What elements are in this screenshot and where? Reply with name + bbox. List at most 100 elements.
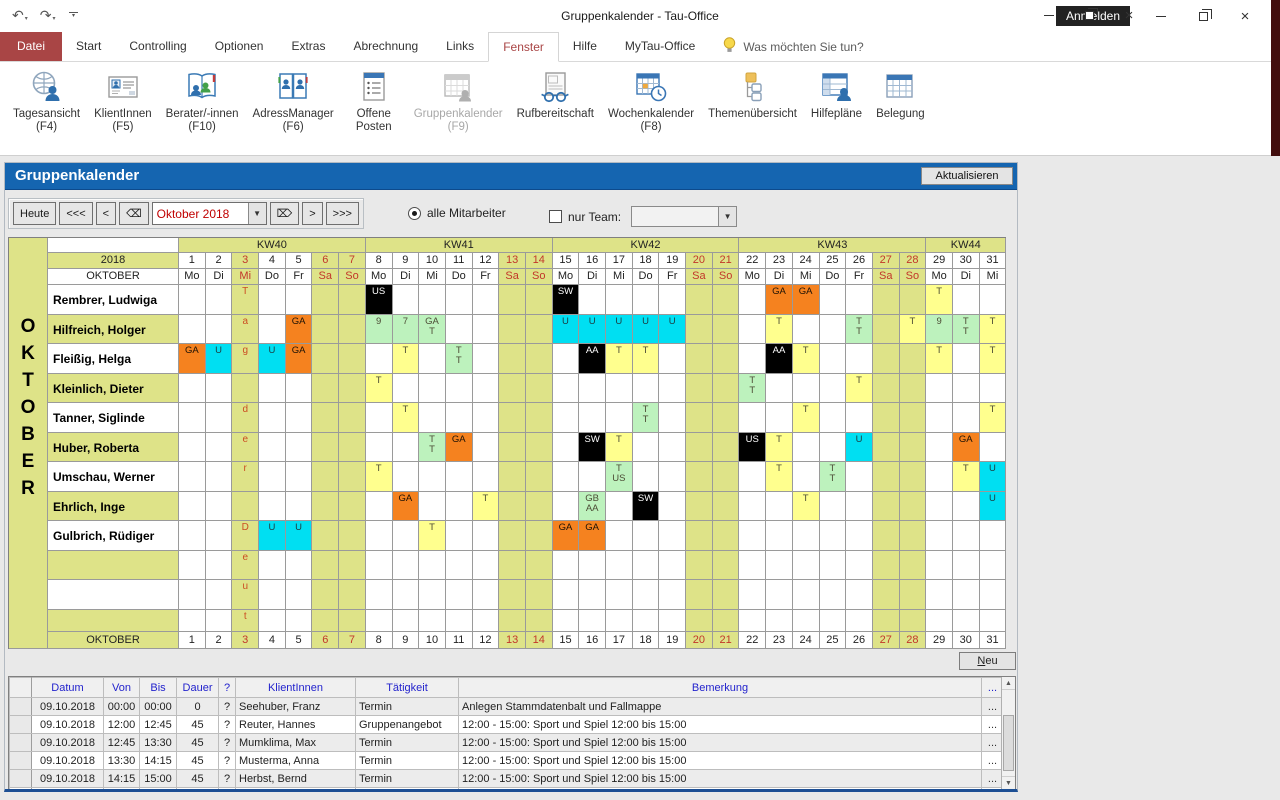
day-cell[interactable] xyxy=(872,462,900,492)
appointment-cell[interactable]: T US xyxy=(606,462,633,492)
day-cell[interactable] xyxy=(872,609,900,632)
day-cell[interactable] xyxy=(792,521,820,551)
day-cell[interactable] xyxy=(926,580,953,610)
appointment-cell[interactable]: GA xyxy=(285,344,313,374)
day-cell[interactable] xyxy=(179,521,206,551)
day-cell[interactable] xyxy=(979,609,1007,632)
appointment-cell[interactable]: T xyxy=(952,462,980,492)
appointment-cell[interactable]: SW xyxy=(579,432,606,462)
day-cell[interactable] xyxy=(979,373,1007,403)
ribbon-item-offene-posten[interactable]: Offene Posten xyxy=(341,65,407,135)
day-cell[interactable] xyxy=(659,462,687,492)
appointment-cell[interactable]: GA T xyxy=(419,314,446,344)
day-cell[interactable] xyxy=(499,314,526,344)
column-header-taetigkeit[interactable]: Tätigkeit xyxy=(355,677,459,698)
appointment-cell[interactable]: SW xyxy=(552,285,580,315)
day-cell[interactable] xyxy=(312,403,340,433)
day-cell[interactable] xyxy=(712,550,740,580)
day-cell[interactable] xyxy=(472,550,500,580)
day-cell[interactable] xyxy=(766,609,793,632)
appointment-cell[interactable]: GA xyxy=(392,491,420,521)
day-cell[interactable] xyxy=(952,373,980,403)
tab-extras[interactable]: Extras xyxy=(291,39,326,53)
appointment-cell[interactable]: T xyxy=(926,344,953,374)
day-cell[interactable] xyxy=(339,344,366,374)
day-cell[interactable] xyxy=(392,580,420,610)
day-cell[interactable] xyxy=(899,580,927,610)
day-cell[interactable] xyxy=(179,314,206,344)
appointment-cell[interactable]: U xyxy=(259,344,286,374)
appointment-cell[interactable]: T xyxy=(365,373,393,403)
day-cell[interactable] xyxy=(579,462,606,492)
day-cell[interactable] xyxy=(819,373,847,403)
day-cell[interactable] xyxy=(205,285,233,315)
tab-hilfe[interactable]: Hilfe xyxy=(572,39,597,53)
day-cell[interactable] xyxy=(525,403,553,433)
day-cell[interactable] xyxy=(686,373,713,403)
day-cell[interactable] xyxy=(552,550,580,580)
day-cell[interactable] xyxy=(686,432,713,462)
day-cell[interactable] xyxy=(819,521,847,551)
day-cell[interactable] xyxy=(525,344,553,374)
day-cell[interactable] xyxy=(872,491,900,521)
tab-controlling[interactable]: Controlling xyxy=(129,39,187,53)
day-cell[interactable] xyxy=(445,462,473,492)
appointment-cell[interactable]: U xyxy=(579,314,606,344)
appointment-cell[interactable]: U xyxy=(659,314,687,344)
day-cell[interactable] xyxy=(259,432,286,462)
redo-icon[interactable]: ↷ ▾ xyxy=(39,7,56,23)
appointment-cell[interactable]: U xyxy=(979,462,1007,492)
appointment-cell[interactable]: T xyxy=(792,491,820,521)
day-cell[interactable] xyxy=(792,432,820,462)
day-cell[interactable] xyxy=(419,462,446,492)
day-cell[interactable] xyxy=(872,550,900,580)
day-cell[interactable] xyxy=(472,462,500,492)
day-cell[interactable] xyxy=(472,432,500,462)
chevron-down-icon[interactable]: ▼ xyxy=(247,203,266,224)
day-cell[interactable] xyxy=(819,403,847,433)
day-cell[interactable] xyxy=(819,432,847,462)
day-cell[interactable] xyxy=(179,373,206,403)
row-selector[interactable] xyxy=(9,733,32,752)
day-cell[interactable] xyxy=(712,403,740,433)
appointment-cell[interactable]: T xyxy=(926,285,953,315)
day-cell[interactable] xyxy=(499,550,526,580)
day-cell[interactable] xyxy=(632,580,660,610)
day-cell[interactable] xyxy=(499,491,526,521)
day-cell[interactable] xyxy=(792,462,820,492)
day-cell[interactable] xyxy=(632,462,660,492)
day-cell[interactable] xyxy=(926,550,953,580)
day-cell[interactable] xyxy=(445,491,473,521)
day-cell[interactable] xyxy=(312,609,340,632)
appointment-cell[interactable]: T xyxy=(392,403,420,433)
day-cell[interactable] xyxy=(445,314,473,344)
scroll-up-icon[interactable]: ▲ xyxy=(1002,677,1015,690)
day-cell[interactable] xyxy=(872,314,900,344)
day-cell[interactable] xyxy=(259,462,286,492)
day-cell[interactable] xyxy=(819,285,847,315)
day-cell[interactable] xyxy=(579,550,606,580)
day-cell[interactable] xyxy=(659,344,687,374)
appointment-cell[interactable]: T xyxy=(846,373,873,403)
day-cell[interactable] xyxy=(739,550,767,580)
day-cell[interactable] xyxy=(259,609,286,632)
day-cell[interactable] xyxy=(312,521,340,551)
day-cell[interactable] xyxy=(419,285,446,315)
day-cell[interactable] xyxy=(339,432,366,462)
day-cell[interactable] xyxy=(339,403,366,433)
row-selector[interactable] xyxy=(9,715,32,734)
day-cell[interactable] xyxy=(926,373,953,403)
day-cell[interactable] xyxy=(525,609,553,632)
day-cell[interactable] xyxy=(392,550,420,580)
appointment-cell[interactable]: GA xyxy=(552,521,580,551)
row-action-button[interactable]: ... xyxy=(981,733,1004,752)
day-cell[interactable] xyxy=(899,609,927,632)
day-cell[interactable] xyxy=(445,609,473,632)
day-cell[interactable] xyxy=(686,344,713,374)
day-cell[interactable] xyxy=(472,373,500,403)
day-cell[interactable] xyxy=(365,521,393,551)
day-cell[interactable] xyxy=(499,432,526,462)
